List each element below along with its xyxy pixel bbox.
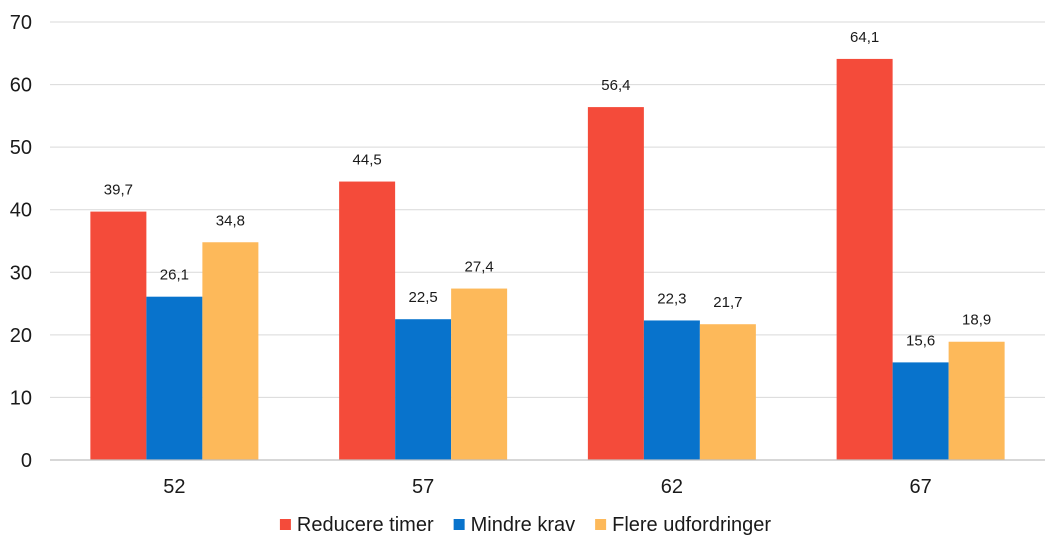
data-label: 22,5 <box>409 289 438 306</box>
bar <box>892 362 949 460</box>
y-tick-label: 20 <box>10 325 32 347</box>
data-label: 27,4 <box>465 259 494 276</box>
legend-label: Reducere timer <box>297 514 434 536</box>
bar <box>202 242 259 460</box>
x-category-label: 52 <box>163 476 185 498</box>
y-tick-label: 0 <box>21 450 32 472</box>
bar <box>948 341 1005 460</box>
y-tick-label: 50 <box>10 137 32 159</box>
x-category-label: 67 <box>910 476 932 498</box>
data-labels: 39,7 26,1 34,8 44,5 22,5 27,4 56,4 22,3 21,7 64,1… <box>104 29 991 349</box>
data-label: 15,6 <box>906 332 935 349</box>
x-category-label: 62 <box>661 476 683 498</box>
data-label: 64,1 <box>850 29 879 46</box>
x-category-label: 57 <box>412 476 434 498</box>
legend-item: Mindre krav <box>453 514 575 536</box>
bar <box>90 211 147 460</box>
y-axis-tick-labels: 0 10 20 30 40 50 60 70 <box>10 12 32 472</box>
data-label: 26,1 <box>160 267 189 284</box>
y-tick-label: 10 <box>10 387 32 409</box>
y-tick-label: 30 <box>10 262 32 284</box>
legend-swatch <box>279 519 291 530</box>
y-tick-label: 70 <box>10 12 32 34</box>
bars <box>90 58 1005 461</box>
x-axis: 52 57 62 67 <box>50 459 1045 498</box>
data-label: 44,5 <box>353 152 382 169</box>
data-label: 39,7 <box>104 182 133 199</box>
y-tick-label: 60 <box>10 75 32 97</box>
legend-label: Flere udfordringer <box>612 514 771 536</box>
legend-swatch <box>453 519 465 530</box>
data-label: 56,4 <box>601 77 630 94</box>
bar <box>395 319 452 460</box>
data-label: 34,8 <box>216 212 245 229</box>
bar <box>146 296 203 460</box>
data-label: 21,7 <box>713 294 742 311</box>
data-label: 18,9 <box>962 312 991 329</box>
bar <box>451 288 508 460</box>
y-tick-label: 40 <box>10 200 32 222</box>
legend-item: Flere udfordringer <box>595 514 771 536</box>
data-label: 22,3 <box>657 290 686 307</box>
bar <box>699 324 756 460</box>
bar <box>587 107 644 461</box>
bar <box>339 181 396 461</box>
bar <box>836 58 893 460</box>
bar <box>643 320 700 460</box>
legend-item: Reducere timer <box>279 514 434 536</box>
legend-swatch <box>595 519 607 530</box>
legend-label: Mindre krav <box>471 514 575 536</box>
legend: Reducere timer Mindre krav Flere udfordrin… <box>279 514 771 536</box>
